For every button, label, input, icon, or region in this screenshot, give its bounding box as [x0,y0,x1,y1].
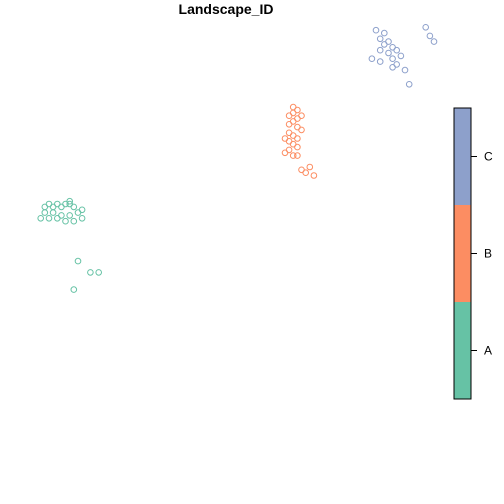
point-A-16 [45,215,53,222]
point-A-21 [74,257,82,265]
point-C-15 [401,66,409,74]
point-C-16 [405,81,413,88]
point-A-13 [74,209,82,216]
point-A-10 [49,209,57,216]
point-A-8 [66,197,73,205]
legend-label-C: C [484,150,493,164]
point-C-19 [430,38,438,45]
point-B-20 [294,152,301,159]
chart-title: Landscape_ID [179,1,274,17]
legend-swatch-B [454,205,471,302]
point-C-2 [376,35,384,43]
point-B-23 [302,169,310,176]
point-B-5 [298,112,305,119]
point-A-18 [62,217,69,225]
point-A-19 [70,217,78,225]
point-C-1 [381,29,388,37]
point-A-15 [37,215,45,222]
point-B-10 [285,129,293,137]
point-C-14 [368,55,376,63]
legend-swatch-A [454,302,471,399]
point-A-20 [78,215,86,222]
point-C-7 [376,46,384,54]
point-B-18 [281,149,289,157]
legend-swatch-C [454,108,471,205]
point-B-24 [310,172,318,179]
point-A-17 [54,215,61,222]
point-B-3 [285,112,293,119]
point-C-8 [385,49,392,57]
point-B-14 [281,135,289,142]
point-B-9 [298,126,305,134]
legend-label-A: A [484,344,492,358]
point-A-14 [78,206,86,214]
point-C-4 [381,41,388,48]
point-C-9 [389,55,396,63]
point-A-23 [95,269,102,276]
point-B-16 [294,143,301,151]
point-C-12 [389,64,396,71]
point-C-6 [393,46,401,54]
point-C-0 [372,26,380,34]
point-B-19 [289,152,297,159]
point-C-13 [376,58,384,65]
legend-label-B: B [484,247,492,261]
point-A-24 [70,286,78,293]
point-B-8 [294,123,301,131]
point-B-12 [294,135,301,142]
point-A-9 [41,209,49,216]
point-A-22 [87,269,94,276]
point-C-18 [426,32,434,40]
legend-ticks: A B C [471,150,493,358]
color-legend: A B C [453,107,493,400]
point-C-17 [422,24,430,31]
point-B-7 [285,121,293,128]
legend-bars [454,108,471,399]
point-B-22 [306,163,314,171]
point-A-12 [66,212,73,219]
point-C-10 [397,52,405,60]
plot-area [37,24,438,293]
point-A-7 [70,203,78,211]
point-B-2 [289,109,297,117]
